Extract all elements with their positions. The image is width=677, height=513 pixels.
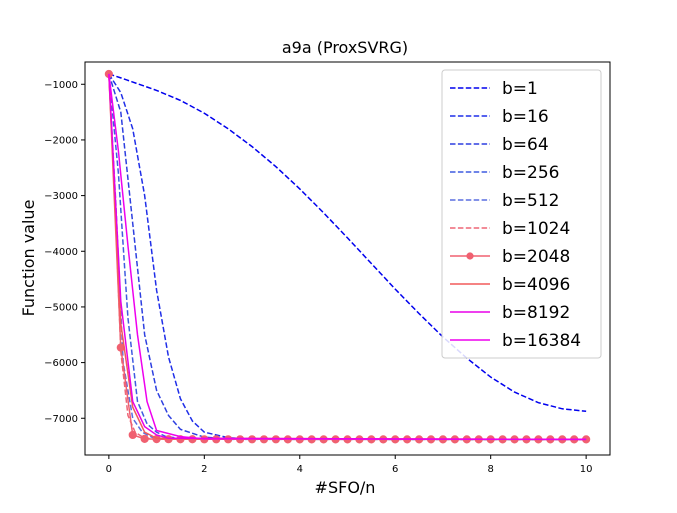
legend-label: b=512 bbox=[502, 191, 559, 211]
legend-label: b=1 bbox=[502, 79, 538, 99]
y-axis-label: Function value bbox=[19, 200, 38, 317]
y-tick-label: −6000 bbox=[44, 358, 78, 369]
x-tick-label: 2 bbox=[201, 464, 207, 475]
legend: b=1 b=16 b=64 b=256 b=512 b=1024 b=2048 b=4096 b… bbox=[441, 69, 602, 359]
x-tick-label: 8 bbox=[487, 464, 493, 475]
x-tick-label: 0 bbox=[106, 464, 112, 475]
legend-label: b=2048 bbox=[502, 247, 570, 267]
x-tick-label: 4 bbox=[297, 464, 303, 475]
y-tick-label: −7000 bbox=[44, 414, 78, 425]
chart-title: a9a (ProxSVRG) bbox=[282, 38, 408, 57]
legend-label: b=1024 bbox=[502, 219, 570, 239]
x-tick-label: 10 bbox=[580, 464, 593, 475]
y-tick-label: −4000 bbox=[44, 247, 78, 258]
y-tick-label: −5000 bbox=[44, 302, 78, 313]
x-axis-label: #SFO/n bbox=[315, 478, 376, 497]
plot-frame bbox=[84, 61, 611, 456]
legend-label: b=8192 bbox=[502, 303, 570, 323]
data-point bbox=[128, 430, 137, 440]
series-line-b256 bbox=[108, 73, 587, 441]
series-line-b16384 bbox=[108, 73, 587, 441]
data-point bbox=[164, 435, 173, 444]
legend-label: b=16384 bbox=[502, 331, 581, 351]
data-point bbox=[188, 435, 197, 444]
y-tick-label: −3000 bbox=[44, 191, 78, 202]
legend-box bbox=[441, 69, 602, 359]
legend-label: b=64 bbox=[502, 135, 549, 155]
legend-label: b=4096 bbox=[502, 275, 570, 295]
series-line-b8192 bbox=[108, 73, 587, 441]
legend-marker bbox=[466, 252, 474, 260]
x-tick-label: 6 bbox=[392, 464, 398, 475]
y-tick-label: −1000 bbox=[44, 80, 78, 91]
y-tick-label: −2000 bbox=[44, 135, 78, 146]
legend-label: b=256 bbox=[502, 163, 559, 183]
series-line-b16 bbox=[108, 73, 587, 441]
data-point bbox=[140, 434, 149, 443]
legend-label: b=16 bbox=[502, 107, 549, 127]
